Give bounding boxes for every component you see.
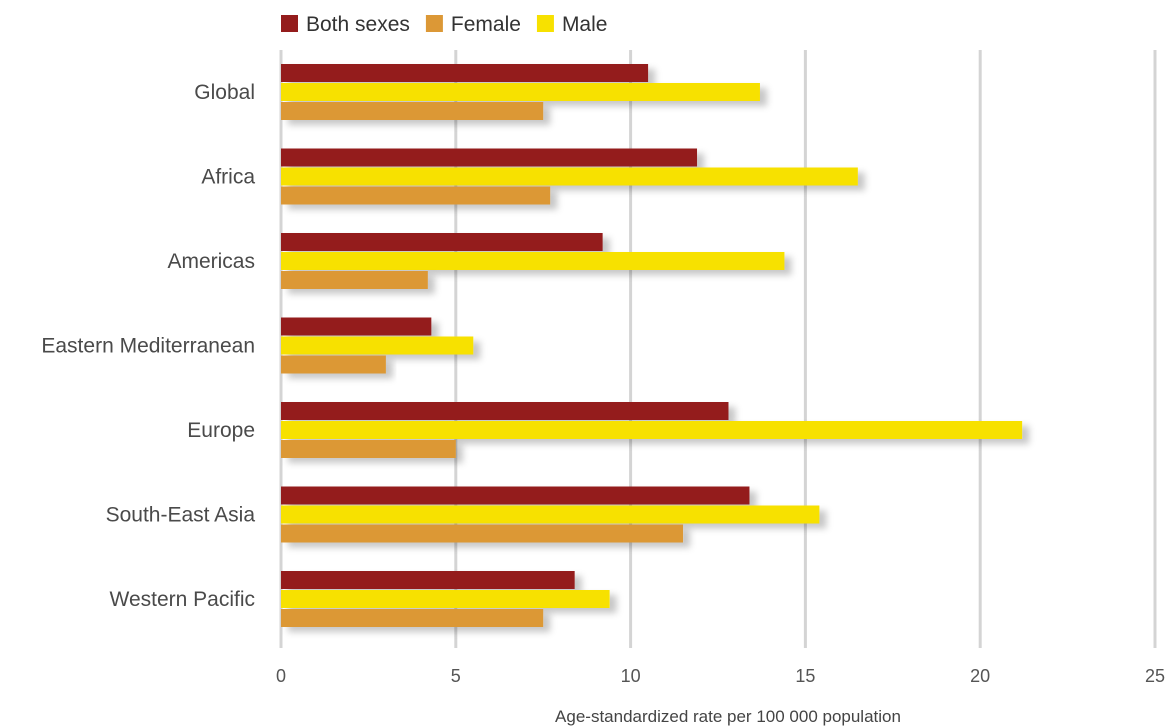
category-labels: Global Africa Americas Eastern Mediterranea…: [41, 81, 255, 611]
x-tick-label: 20: [970, 666, 990, 686]
bar-male-4: [281, 421, 1023, 439]
legend-swatch-2: [536, 15, 554, 32]
bar-both-sexes-1: [281, 148, 698, 167]
x-tick-label: 25: [1145, 666, 1165, 686]
bar-female-3: [281, 355, 386, 374]
bar-female-4: [281, 440, 456, 458]
bar-female-2: [281, 271, 428, 289]
x-tick-label: 10: [621, 666, 641, 686]
x-tick-label: 0: [276, 666, 286, 686]
legend: Both sexes Female Male: [281, 13, 607, 36]
x-tick-labels: 0 5 10 15 20 25: [276, 666, 1165, 686]
category-label: Western Pacific: [110, 588, 256, 611]
bar-male-3: [281, 336, 474, 355]
bar-male-6: [281, 590, 610, 608]
bar-both-sexes-4: [281, 402, 729, 420]
bar-both-sexes-0: [281, 64, 649, 82]
bar-male-2: [281, 252, 785, 270]
legend-label-1: Female: [451, 13, 521, 36]
legend-label-2: Male: [562, 13, 608, 36]
bar-male-5: [281, 505, 820, 524]
bar-both-sexes-3: [281, 317, 432, 336]
category-label: Europe: [187, 419, 255, 442]
category-label: Eastern Mediterranean: [41, 335, 255, 358]
category-label: Africa: [201, 166, 255, 189]
bar-female-0: [281, 102, 544, 120]
x-tick-label: 5: [451, 666, 461, 686]
bar-male-0: [281, 83, 760, 101]
bars: [281, 64, 1023, 627]
legend-label-0: Both sexes: [306, 13, 410, 36]
x-axis-title: Age-standardized rate per 100 000 popula…: [555, 707, 901, 726]
bar-male-1: [281, 167, 858, 186]
category-label: Americas: [167, 250, 255, 273]
bar-female-6: [281, 609, 544, 627]
bar-both-sexes-5: [281, 486, 750, 505]
legend-swatch-1: [425, 15, 443, 32]
category-label: South-East Asia: [106, 504, 256, 527]
bar-female-1: [281, 186, 551, 205]
bar-both-sexes-6: [281, 571, 575, 589]
x-tick-label: 15: [795, 666, 815, 686]
bar-female-5: [281, 524, 684, 543]
category-label: Global: [194, 81, 255, 104]
legend-swatch-0: [281, 15, 298, 32]
bar-both-sexes-2: [281, 233, 603, 251]
